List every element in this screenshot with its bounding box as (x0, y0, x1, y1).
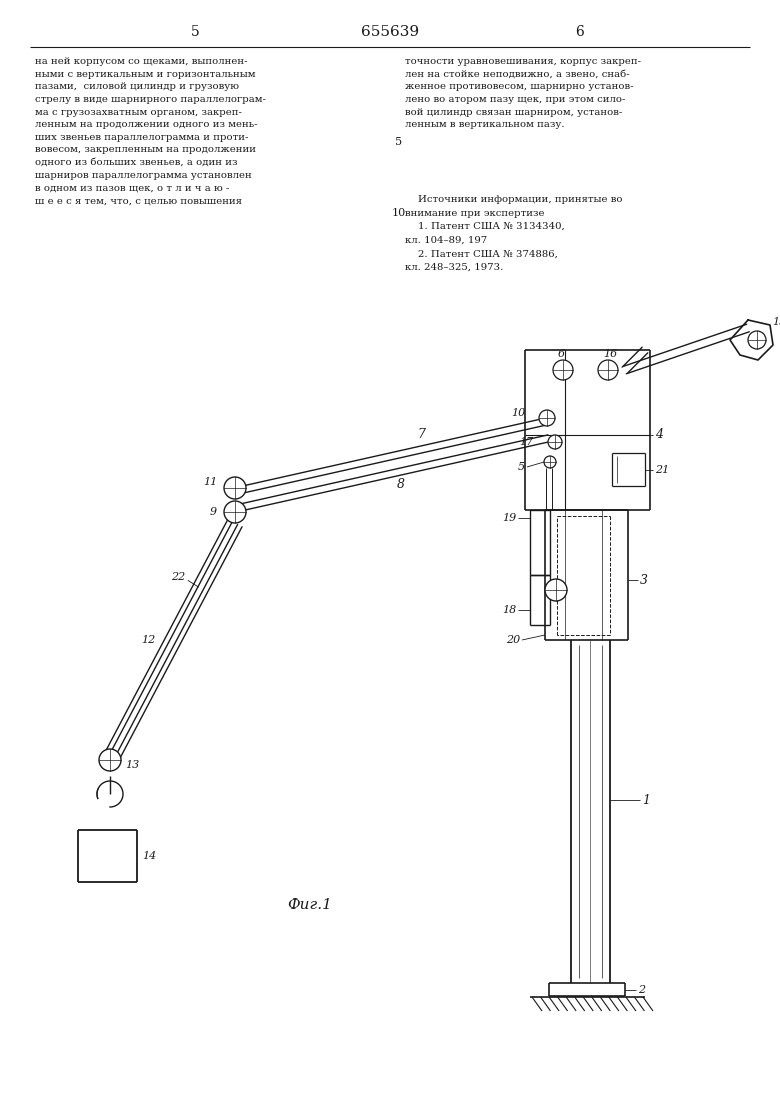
Text: 21: 21 (655, 465, 669, 475)
Text: на ней корпусом со щеками, выполнен-
ными с вертикальным и горизонтальным
пазами: на ней корпусом со щеками, выполнен- ным… (35, 57, 266, 205)
Text: 17: 17 (519, 437, 533, 447)
Text: 6: 6 (558, 349, 565, 358)
Text: Источники информации, принятые во
внимание при экспертизе
    1. Патент США № 31: Источники информации, принятые во вниман… (405, 195, 622, 271)
Text: 5: 5 (190, 25, 200, 39)
Circle shape (598, 360, 618, 381)
Text: 15: 15 (772, 317, 780, 326)
Circle shape (553, 360, 573, 381)
Circle shape (544, 456, 556, 468)
Text: 10: 10 (392, 208, 406, 218)
Text: 20: 20 (505, 635, 520, 645)
Text: 13: 13 (125, 760, 140, 770)
Text: 9: 9 (210, 507, 217, 517)
Circle shape (545, 579, 567, 601)
Text: 3: 3 (640, 574, 648, 587)
Text: 4: 4 (655, 428, 663, 441)
Text: 8: 8 (397, 479, 405, 492)
Text: 19: 19 (502, 513, 516, 523)
Circle shape (748, 331, 766, 349)
Text: 7: 7 (417, 428, 425, 441)
Circle shape (224, 476, 246, 499)
Text: 12: 12 (140, 635, 155, 645)
Text: 655639: 655639 (361, 25, 419, 39)
Circle shape (99, 749, 121, 771)
Text: 5: 5 (518, 462, 525, 472)
Text: 22: 22 (172, 572, 186, 582)
Text: 10: 10 (511, 408, 525, 418)
Text: 14: 14 (142, 852, 156, 861)
Text: 11: 11 (203, 476, 217, 488)
Text: 6: 6 (576, 25, 584, 39)
Text: 2: 2 (638, 985, 645, 995)
Text: 5: 5 (395, 137, 402, 147)
Text: 1: 1 (642, 793, 650, 806)
Text: 16: 16 (603, 349, 617, 358)
Text: точности уравновешивания, корпус закреп-
лен на стойке неподвижно, а звено, снаб: точности уравновешивания, корпус закреп-… (405, 57, 641, 129)
Circle shape (539, 410, 555, 426)
Circle shape (548, 435, 562, 449)
Text: 18: 18 (502, 606, 516, 615)
Circle shape (224, 501, 246, 523)
Text: Фиг.1: Фиг.1 (288, 898, 332, 912)
